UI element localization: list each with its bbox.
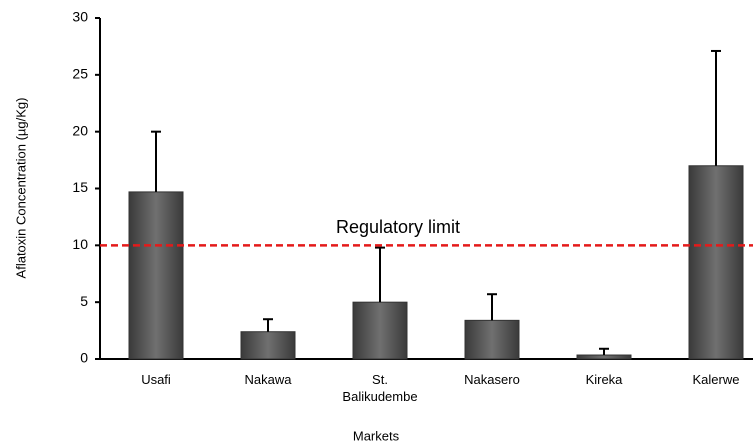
y-tick-label: 15	[72, 179, 88, 195]
x-tick-label: Usafi	[141, 372, 171, 387]
bar	[352, 301, 408, 360]
bar	[464, 319, 520, 360]
x-tick-label: Nakasero	[464, 372, 520, 387]
x-tick-label: Kalerwe	[692, 372, 740, 387]
x-axis-title: Markets	[353, 428, 400, 443]
x-tick-label: Kireka	[585, 372, 623, 387]
bar	[688, 165, 744, 360]
y-tick-label: 10	[72, 236, 88, 252]
y-tick-label: 30	[72, 9, 88, 25]
bar	[128, 191, 184, 360]
x-tick-label: Nakawa	[244, 372, 292, 387]
reference-label: Regulatory limit	[336, 217, 460, 237]
bar	[576, 354, 632, 360]
y-tick-label: 0	[80, 350, 88, 366]
y-tick-label: 25	[72, 66, 88, 82]
bar	[240, 331, 296, 360]
y-tick-label: 5	[80, 293, 88, 309]
x-tick-label: St. Balikudembe	[342, 372, 418, 404]
y-tick-label: 20	[72, 122, 88, 138]
y-axis-title: Aflatoxin Concentration (µg/Kg)	[13, 98, 28, 279]
